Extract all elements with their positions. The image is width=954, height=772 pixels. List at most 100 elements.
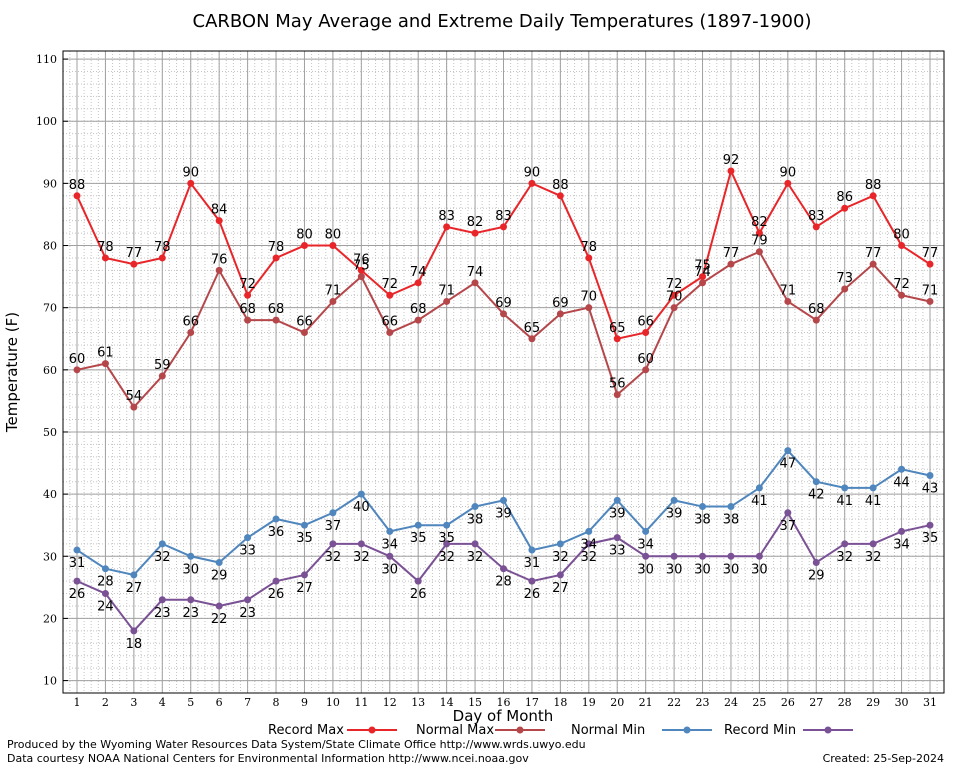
legend-marker-normal-min <box>683 726 691 734</box>
record-min-data-label: 23 <box>239 606 256 621</box>
record-max-point <box>300 242 308 250</box>
record-min-point <box>727 552 735 560</box>
record-min-data-label: 30 <box>751 562 768 577</box>
normal-min-data-label: 41 <box>836 494 853 509</box>
chart-title: CARBON May Average and Extreme Daily Tem… <box>193 11 812 32</box>
record-max-data-label: 92 <box>723 153 740 168</box>
normal-max-data-label: 68 <box>808 302 825 317</box>
normal-max-point <box>642 366 650 374</box>
x-tick-label: 14 <box>440 696 454 709</box>
record-min-data-label: 26 <box>268 587 285 602</box>
record-max-point <box>869 192 877 200</box>
record-min-data-label: 34 <box>893 537 910 552</box>
normal-max-point <box>699 279 707 287</box>
normal-max-data-label: 66 <box>182 315 199 330</box>
x-tick-label: 16 <box>497 696 511 709</box>
normal-max-point <box>158 372 166 380</box>
normal-max-point <box>670 304 678 312</box>
x-tick-label: 27 <box>809 696 823 709</box>
x-tick-label: 17 <box>525 696 539 709</box>
legend-label-record-min: Record Min <box>724 723 796 738</box>
normal-min-point <box>300 521 308 529</box>
normal-max-point <box>869 260 877 268</box>
y-axis-label: Temperature (F) <box>3 312 21 433</box>
record-min-data-label: 18 <box>126 637 143 652</box>
normal-min-point <box>244 534 252 542</box>
normal-max-point <box>471 279 479 287</box>
normal-min-data-label: 32 <box>154 550 171 565</box>
x-tick-label: 26 <box>781 696 795 709</box>
normal-max-data-label: 66 <box>296 315 313 330</box>
record-min-data-label: 23 <box>154 606 171 621</box>
normal-min-data-label: 32 <box>552 550 569 565</box>
normal-min-point <box>187 552 195 560</box>
record-max-data-label: 84 <box>211 203 228 218</box>
record-min-data-label: 23 <box>182 606 199 621</box>
record-max-data-label: 83 <box>438 209 455 224</box>
normal-max-data-label: 68 <box>268 302 285 317</box>
record-min-point <box>187 596 195 604</box>
x-tick-label: 29 <box>866 696 880 709</box>
created-date: Created: 25-Sep-2024 <box>823 752 944 765</box>
normal-min-point <box>898 465 906 473</box>
x-tick-label: 12 <box>383 696 397 709</box>
record-max-data-label: 83 <box>808 209 825 224</box>
y-tick-label: 110 <box>36 53 57 66</box>
record-max-data-label: 88 <box>865 178 882 193</box>
x-tick-label: 11 <box>354 696 368 709</box>
normal-max-data-label: 71 <box>438 283 455 298</box>
normal-max-data-label: 54 <box>126 389 143 404</box>
record-min-data-label: 27 <box>552 581 569 596</box>
record-max-point <box>244 291 252 299</box>
x-tick-label: 18 <box>553 696 567 709</box>
record-max-point <box>528 179 536 187</box>
legend-marker-normal-max <box>516 726 524 734</box>
record-max-point <box>158 254 166 262</box>
normal-min-point <box>926 471 934 479</box>
normal-max-point <box>215 266 223 274</box>
record-min-data-label: 22 <box>211 612 228 627</box>
record-min-point <box>670 552 678 560</box>
x-tick-label: 9 <box>301 696 308 709</box>
normal-max-data-label: 75 <box>353 259 370 274</box>
record-min-data-label: 29 <box>808 568 825 583</box>
record-max-point <box>556 192 564 200</box>
normal-min-data-label: 35 <box>296 531 313 546</box>
record-max-data-label: 72 <box>381 277 398 292</box>
normal-max-data-label: 71 <box>325 283 342 298</box>
normal-min-point <box>443 521 451 529</box>
x-tick-label: 3 <box>130 696 137 709</box>
normal-min-point <box>414 521 422 529</box>
record-max-data-label: 78 <box>268 240 285 255</box>
x-tick-label: 23 <box>696 696 710 709</box>
record-max-point <box>926 260 934 268</box>
x-tick-label: 15 <box>468 696 482 709</box>
normal-max-point <box>784 297 792 305</box>
normal-max-data-label: 66 <box>381 315 398 330</box>
normal-max-data-label: 60 <box>637 352 654 367</box>
x-tick-label: 30 <box>895 696 909 709</box>
normal-min-point <box>869 484 877 492</box>
record-max-point <box>812 223 820 231</box>
record-max-data-label: 80 <box>325 228 342 243</box>
record-min-data-label: 35 <box>922 531 939 546</box>
legend-marker-record-max <box>368 726 376 734</box>
y-tick-label: 50 <box>43 426 57 439</box>
x-tick-label: 5 <box>187 696 194 709</box>
record-max-data-label: 88 <box>69 178 86 193</box>
record-max-data-label: 78 <box>97 240 114 255</box>
x-tick-label: 2 <box>102 696 109 709</box>
record-max-data-label: 66 <box>637 315 654 330</box>
record-min-point <box>158 596 166 604</box>
record-min-data-label: 32 <box>467 550 484 565</box>
y-tick-label: 10 <box>43 675 57 688</box>
record-max-point <box>414 279 422 287</box>
credit-line-2: Data courtesy NOAA National Centers for … <box>7 752 529 765</box>
normal-max-data-label: 72 <box>893 277 910 292</box>
legend-marker-record-min <box>824 726 832 734</box>
normal-max-point <box>755 248 763 256</box>
normal-min-data-label: 35 <box>410 531 427 546</box>
record-min-point <box>272 577 280 585</box>
record-min-point <box>215 602 223 610</box>
